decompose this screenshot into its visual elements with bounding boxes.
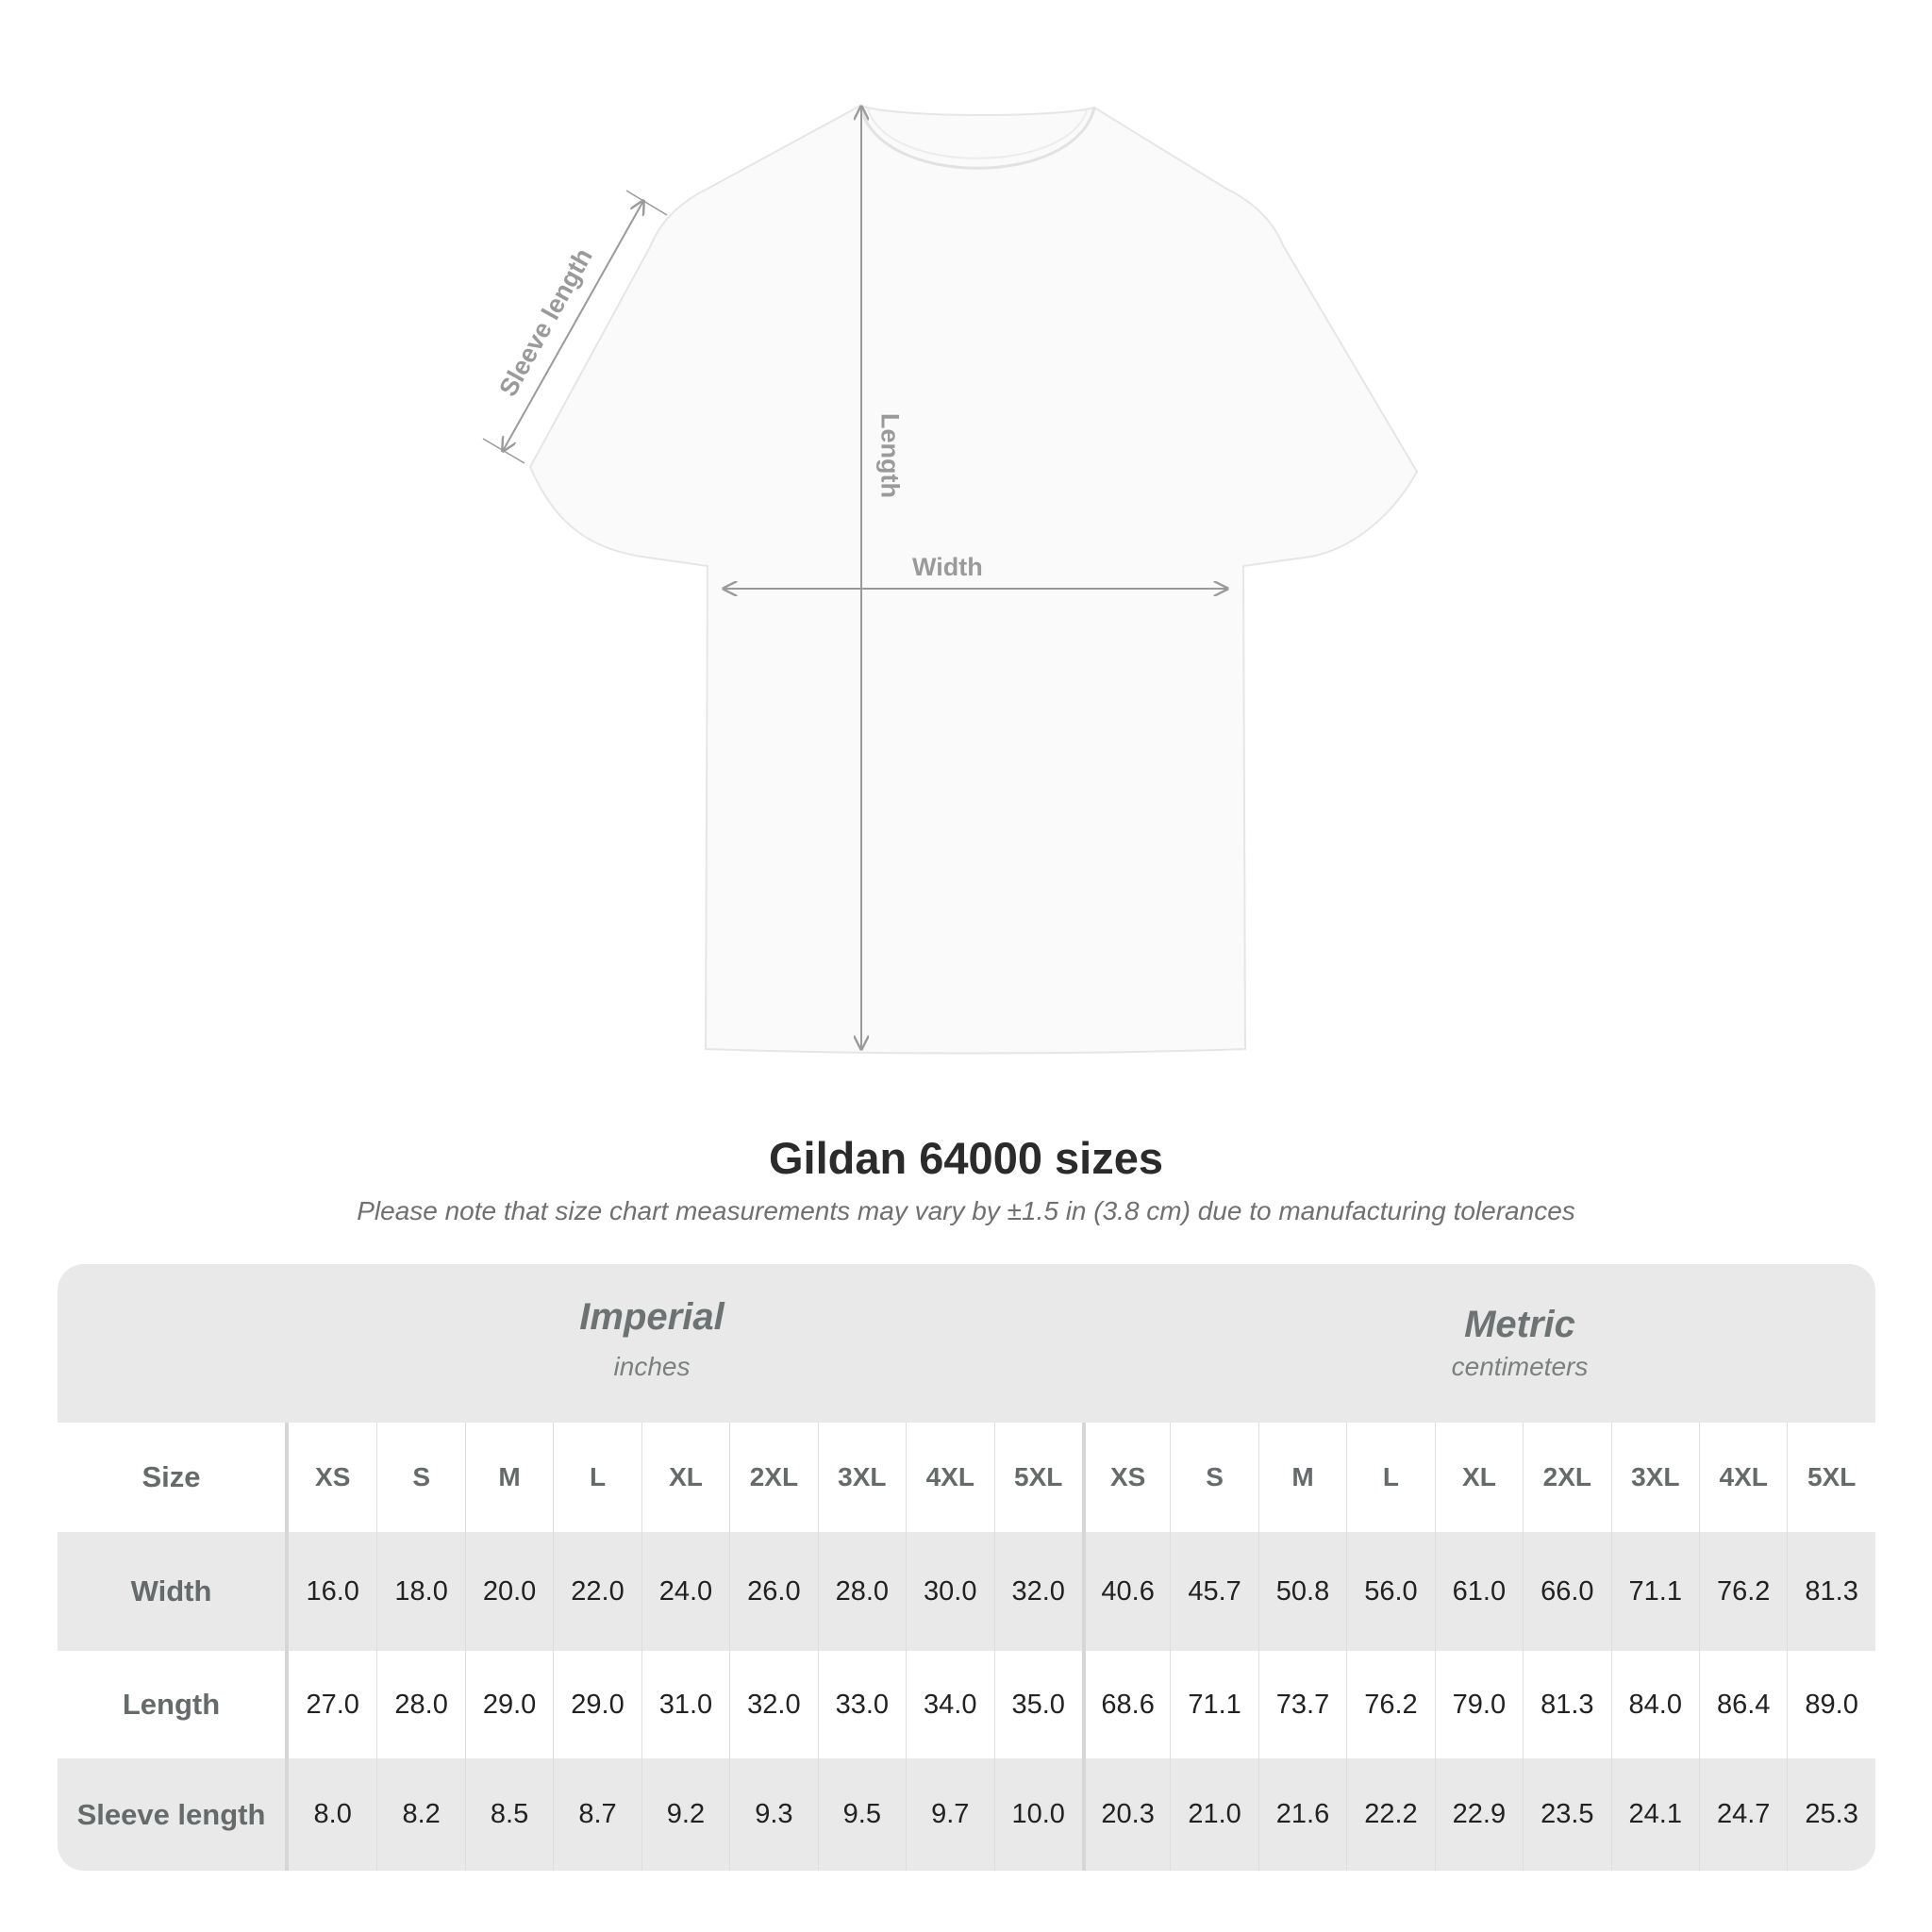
imperial-value-cell: 22.0 [553, 1532, 641, 1651]
metric-value-cell: 71.1 [1610, 1532, 1699, 1651]
imperial-size-5xl: 5XL [993, 1423, 1082, 1532]
metric-value-cell: 56.0 [1346, 1532, 1434, 1651]
metric-value-cell: 24.7 [1699, 1758, 1787, 1871]
imperial-header: Imperial inches [435, 1296, 869, 1382]
row-label: Sleeve length [58, 1758, 289, 1871]
imperial-value-cell: 8.0 [313, 1799, 352, 1829]
size-header-label: Size [58, 1423, 289, 1532]
metric-value-cell: 61.0 [1434, 1532, 1523, 1651]
metric-value-cell: 40.6 [1081, 1532, 1170, 1651]
imperial-size-3xl: 3XL [817, 1423, 906, 1532]
metric-value-cell: 71.1 [1170, 1651, 1257, 1758]
page-title: Gildan 64000 sizes [768, 1133, 1164, 1183]
metric-value-cell: 81.3 [1787, 1532, 1874, 1651]
imperial-size-s: S [376, 1423, 464, 1532]
metric-value-cell: 45.7 [1170, 1532, 1257, 1651]
imperial-value-cell: 27.0 [306, 1689, 359, 1720]
metric-title: Metric [1464, 1304, 1575, 1345]
imperial-size-xl: XL [641, 1423, 729, 1532]
imperial-value-cell: 31.0 [641, 1651, 729, 1758]
imperial-value-cell: 26.0 [729, 1532, 817, 1651]
imperial-value-cell: 28.0 [376, 1651, 464, 1758]
imperial-size-m: M [464, 1423, 553, 1532]
metric-value-cell: 24.1 [1610, 1758, 1699, 1871]
metric-value-cell: 22.2 [1346, 1758, 1434, 1871]
row-label: Width [58, 1532, 289, 1651]
imperial-value-cell: 35.0 [993, 1651, 1082, 1758]
imperial-value-cell: 18.0 [376, 1532, 464, 1651]
imperial-value-cell: 28.0 [817, 1532, 906, 1651]
imperial-value-cell: 16.0 [306, 1575, 359, 1607]
metric-value-cell: 25.3 [1787, 1758, 1874, 1871]
metric-value-cell: 89.0 [1787, 1651, 1874, 1758]
imperial-title: Imperial [579, 1296, 724, 1338]
metric-size-xl: XL [1434, 1423, 1523, 1532]
metric-value-cell: 50.8 [1257, 1532, 1346, 1651]
metric-value-cell: 81.3 [1523, 1651, 1610, 1758]
metric-value-cell: 20.3 [1081, 1758, 1170, 1871]
metric-size-2xl: 2XL [1523, 1423, 1610, 1532]
imperial-value-cell: 9.3 [729, 1758, 817, 1871]
width-label: Width [912, 553, 983, 581]
metric-value-cell: 84.0 [1610, 1651, 1699, 1758]
imperial-size-2xl: 2XL [729, 1423, 817, 1532]
metric-value-cell: 68.6 [1081, 1651, 1170, 1758]
metric-unit: centimeters [1451, 1352, 1589, 1381]
metric-size-s: S [1170, 1423, 1257, 1532]
imperial-value-cell: 32.0 [993, 1532, 1082, 1651]
metric-size-xs: XS [1081, 1423, 1170, 1532]
imperial-value-cell: 29.0 [464, 1651, 553, 1758]
metric-value-cell: 21.6 [1257, 1758, 1346, 1871]
table-row: Length 27.0 28.0 29.0 29.0 31.0 32.0 33.0 34.0 35… [58, 1651, 1875, 1758]
table-row: Width 16.0 18.0 20.0 22.0 24.0 26.0 28.0 30.0 32.… [58, 1532, 1875, 1651]
length-label: Length [875, 413, 905, 498]
metric-size-4xl: 4XL [1699, 1423, 1787, 1532]
imperial-value-cell: 33.0 [817, 1651, 906, 1758]
imperial-unit: inches [613, 1352, 691, 1381]
row-label: Length [58, 1651, 289, 1758]
imperial-size-xs: XS [315, 1462, 351, 1491]
metric-size-5xl: 5XL [1787, 1423, 1874, 1532]
imperial-value-cell: 29.0 [553, 1651, 641, 1758]
sleeve-arrow [503, 201, 643, 451]
metric-value-cell: 86.4 [1699, 1651, 1787, 1758]
imperial-size-4xl: 4XL [906, 1423, 993, 1532]
size-table: Imperial inches Metric centimeters Size X… [58, 1264, 1875, 1871]
imperial-value-cell: 10.0 [993, 1758, 1082, 1871]
tshirt-diagram [482, 104, 1419, 1055]
metric-size-3xl: 3XL [1610, 1423, 1699, 1532]
metric-value-cell: 79.0 [1434, 1651, 1523, 1758]
metric-value-cell: 66.0 [1523, 1532, 1610, 1651]
imperial-value-cell: 34.0 [906, 1651, 993, 1758]
imperial-value-cell: 9.5 [817, 1758, 906, 1871]
imperial-value-cell: 30.0 [906, 1532, 993, 1651]
imperial-value-cell: 8.5 [464, 1758, 553, 1871]
imperial-value-cell: 9.2 [641, 1758, 729, 1871]
imperial-value-cell: 8.2 [376, 1758, 464, 1871]
imperial-value-cell: 8.7 [553, 1758, 641, 1871]
imperial-value-cell: 32.0 [729, 1651, 817, 1758]
table-row: Sleeve length 8.0 8.2 8.5 8.7 9.2 9.3 9.5 9.7 10.… [58, 1758, 1875, 1871]
imperial-size-l: L [553, 1423, 641, 1532]
imperial-value-cell: 24.0 [641, 1532, 729, 1651]
metric-value-cell: 76.2 [1699, 1532, 1787, 1651]
metric-value-cell: 76.2 [1346, 1651, 1434, 1758]
metric-value-cell: 22.9 [1434, 1758, 1523, 1871]
imperial-value-cell: 9.7 [906, 1758, 993, 1871]
metric-value-cell: 73.7 [1257, 1651, 1346, 1758]
metric-size-m: M [1257, 1423, 1346, 1532]
tolerance-note: Please note that size chart measurements… [357, 1196, 1575, 1225]
metric-value-cell: 23.5 [1523, 1758, 1610, 1871]
metric-header: Metric centimeters [1303, 1304, 1737, 1382]
imperial-value-cell: 20.0 [464, 1532, 553, 1651]
metric-value-cell: 21.0 [1170, 1758, 1257, 1871]
size-row: Size XS S M L XL 2XL 3XL 4XL 5XL XS S M L XL 2XL 3XL 4XL 5… [58, 1423, 1875, 1532]
metric-size-l: L [1346, 1423, 1434, 1532]
